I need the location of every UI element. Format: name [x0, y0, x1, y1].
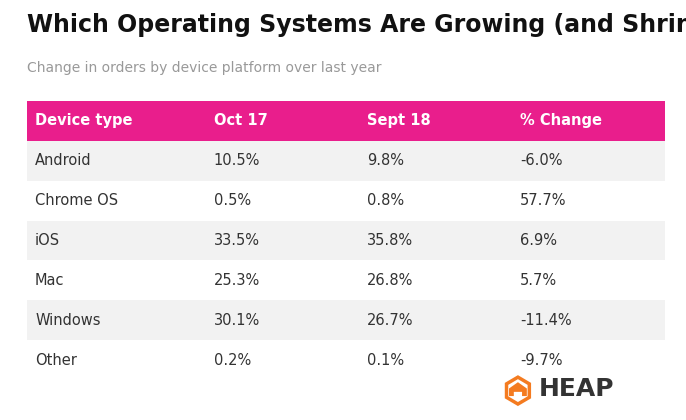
Text: 0.8%: 0.8%: [367, 193, 404, 208]
Text: 26.7%: 26.7%: [367, 313, 414, 328]
Text: Android: Android: [35, 153, 92, 168]
Text: Oct 17: Oct 17: [214, 113, 268, 128]
Text: 5.7%: 5.7%: [520, 273, 557, 288]
Text: Which Operating Systems Are Growing (and Shrinking)?: Which Operating Systems Are Growing (and…: [27, 13, 686, 37]
Text: -9.7%: -9.7%: [520, 353, 563, 368]
Text: Mac: Mac: [35, 273, 64, 288]
Text: Sept 18: Sept 18: [367, 113, 431, 128]
Text: % Change: % Change: [520, 113, 602, 128]
Text: 30.1%: 30.1%: [214, 313, 260, 328]
Text: 0.5%: 0.5%: [214, 193, 251, 208]
Text: 35.8%: 35.8%: [367, 233, 413, 248]
Text: 0.2%: 0.2%: [214, 353, 251, 368]
Text: iOS: iOS: [35, 233, 60, 248]
Text: -6.0%: -6.0%: [520, 153, 563, 168]
Text: Device type: Device type: [35, 113, 132, 128]
Text: -11.4%: -11.4%: [520, 313, 571, 328]
Text: 0.1%: 0.1%: [367, 353, 404, 368]
Text: 10.5%: 10.5%: [214, 153, 260, 168]
Text: 57.7%: 57.7%: [520, 193, 567, 208]
Text: 33.5%: 33.5%: [214, 233, 260, 248]
Text: 25.3%: 25.3%: [214, 273, 260, 288]
Text: Change in orders by device platform over last year: Change in orders by device platform over…: [27, 61, 382, 75]
Text: Chrome OS: Chrome OS: [35, 193, 118, 208]
Text: HEAP: HEAP: [539, 376, 614, 401]
Text: Other: Other: [35, 353, 77, 368]
Text: 6.9%: 6.9%: [520, 233, 557, 248]
Text: Windows: Windows: [35, 313, 101, 328]
Text: 26.8%: 26.8%: [367, 273, 413, 288]
Text: 9.8%: 9.8%: [367, 153, 404, 168]
